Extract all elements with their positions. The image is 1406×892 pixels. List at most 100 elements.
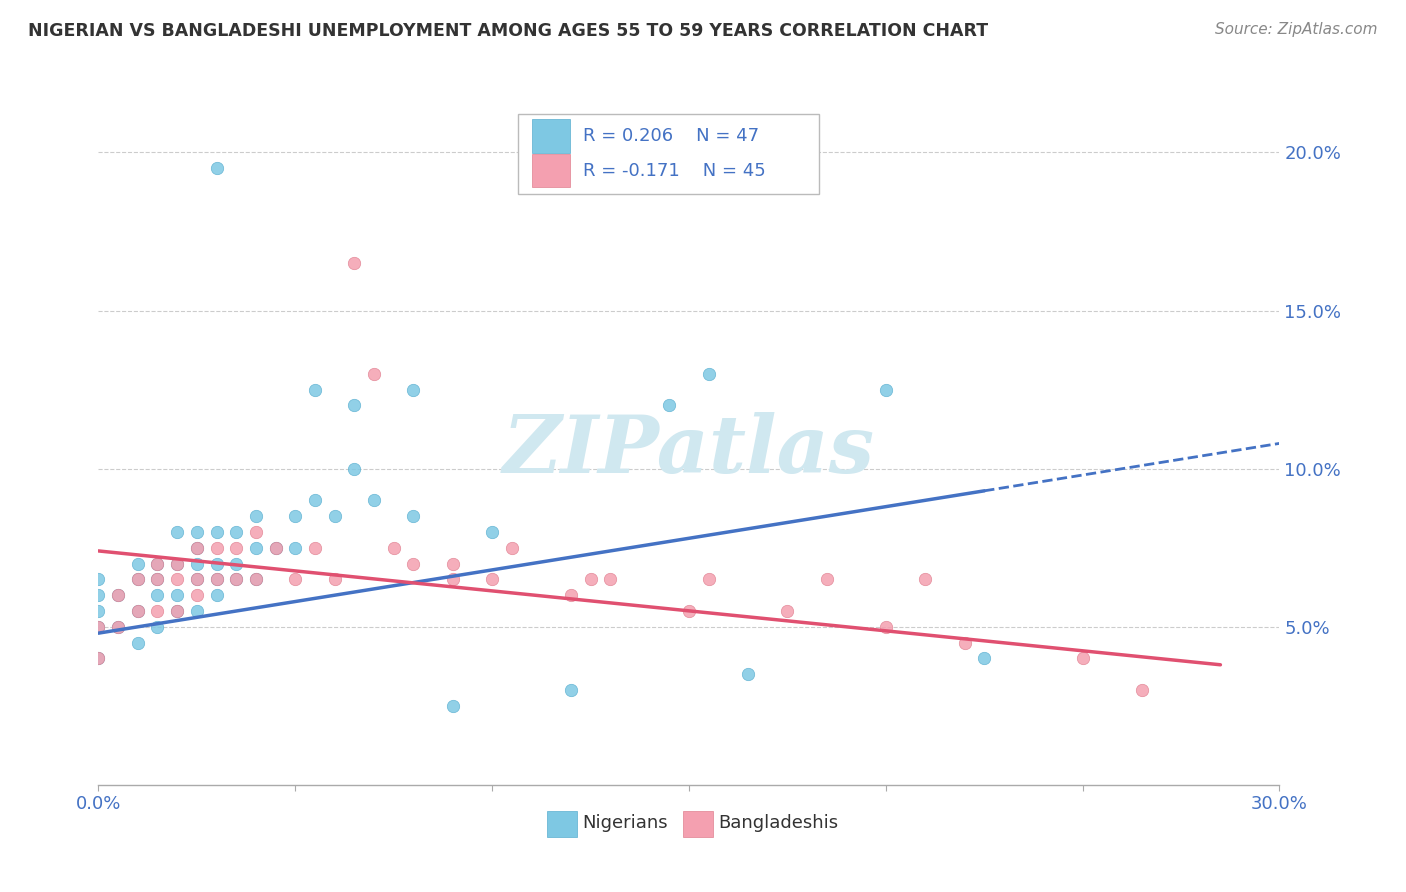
Point [914,573,936,587]
Point [284,573,307,587]
Point [87,573,110,587]
Point [205,161,228,176]
Point [225,541,247,555]
Point [304,383,326,397]
Bar [531,154,569,187]
Point [225,573,247,587]
Point [225,524,247,539]
Point [402,509,425,524]
Point [205,573,228,587]
Point [225,557,247,571]
Bar [683,811,713,837]
Bar [547,811,576,837]
Text: R = 0.206    N = 47: R = 0.206 N = 47 [582,127,759,145]
Point [205,588,228,602]
Point [245,541,267,555]
Point [186,604,208,618]
Point [127,635,149,649]
Point [87,604,110,618]
Point [166,557,188,571]
Point [146,604,169,618]
Point [973,651,995,665]
Text: ZIPatlas: ZIPatlas [503,412,875,490]
Text: R = -0.171    N = 45: R = -0.171 N = 45 [582,161,765,179]
Point [186,588,208,602]
Point [146,573,169,587]
Point [166,557,188,571]
Point [87,620,110,634]
Bar [531,120,569,153]
Point [402,383,425,397]
Point [146,588,169,602]
Point [186,573,208,587]
Point [146,573,169,587]
Point [186,573,208,587]
Point [304,541,326,555]
Point [323,509,346,524]
Point [343,399,366,413]
Point [186,541,208,555]
Point [363,367,385,381]
Point [186,541,208,555]
Point [560,683,582,698]
Point [658,399,681,413]
Point [107,588,129,602]
Point [186,524,208,539]
Point [245,524,267,539]
Point [146,620,169,634]
Point [245,509,267,524]
Point [87,620,110,634]
Point [127,604,149,618]
Point [304,493,326,508]
Point [107,620,129,634]
Point [697,573,720,587]
Point [481,524,503,539]
Point [166,524,188,539]
Point [501,541,523,555]
Point [441,573,464,587]
Point [205,541,228,555]
Point [225,573,247,587]
Point [1130,683,1153,698]
Point [815,573,838,587]
Point [87,651,110,665]
Point [441,557,464,571]
Point [186,557,208,571]
Point [166,604,188,618]
Point [107,620,129,634]
Point [678,604,700,618]
Text: Source: ZipAtlas.com: Source: ZipAtlas.com [1215,22,1378,37]
Point [166,588,188,602]
Point [107,588,129,602]
Point [284,509,307,524]
Point [481,573,503,587]
Point [87,588,110,602]
Point [402,557,425,571]
Point [245,573,267,587]
Point [953,635,976,649]
Text: Bangladeshis: Bangladeshis [718,814,838,832]
Point [284,541,307,555]
Point [697,367,720,381]
Point [205,524,228,539]
Point [343,461,366,475]
Point [127,573,149,587]
Point [166,573,188,587]
Point [382,541,405,555]
Point [579,573,602,587]
Point [245,573,267,587]
Point [560,588,582,602]
Point [875,620,897,634]
Point [166,604,188,618]
Point [343,256,366,270]
Point [127,604,149,618]
Point [127,573,149,587]
Point [127,557,149,571]
Point [323,573,346,587]
Point [205,573,228,587]
Point [205,557,228,571]
Point [87,651,110,665]
FancyBboxPatch shape [517,113,818,194]
Text: NIGERIAN VS BANGLADESHI UNEMPLOYMENT AMONG AGES 55 TO 59 YEARS CORRELATION CHART: NIGERIAN VS BANGLADESHI UNEMPLOYMENT AMO… [28,22,988,40]
Point [599,573,621,587]
